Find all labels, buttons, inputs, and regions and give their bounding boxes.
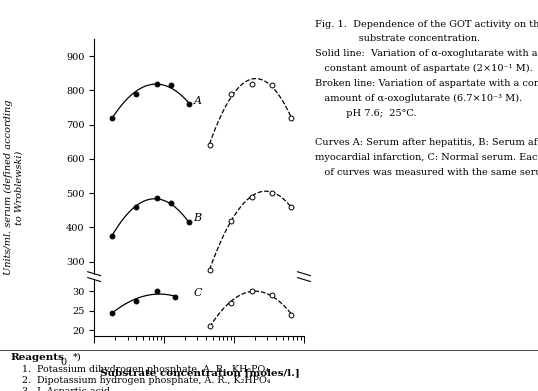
Text: *): *): [73, 353, 81, 362]
Text: Units/ml. serum (defined according
to Wroblewski): Units/ml. serum (defined according to Wr…: [4, 100, 23, 275]
Text: 0: 0: [61, 358, 67, 367]
Text: 3.  L-Aspartic acid: 3. L-Aspartic acid: [22, 387, 110, 391]
Text: of curves was measured with the same serum.: of curves was measured with the same ser…: [315, 168, 538, 177]
Text: 1.  Potassium dihydrogen phosphate, A. R., KH₂PO₄: 1. Potassium dihydrogen phosphate, A. R.…: [22, 365, 268, 374]
Text: 2.  Dipotassium hydrogen phosphate, A. R., K₂HPO₄: 2. Dipotassium hydrogen phosphate, A. R.…: [22, 376, 270, 385]
Text: Fig. 1.  Dependence of the GOT activity on the: Fig. 1. Dependence of the GOT activity o…: [315, 20, 538, 29]
Text: Curves A: Serum after hepatitis, B: Serum after: Curves A: Serum after hepatitis, B: Seru…: [315, 138, 538, 147]
Text: Broken line: Variation of aspartate with a constant: Broken line: Variation of aspartate with…: [315, 79, 538, 88]
Text: myocardial infarction, C: Normal serum. Each pair: myocardial infarction, C: Normal serum. …: [315, 153, 538, 162]
Text: constant amount of aspartate (2×10⁻¹ M).: constant amount of aspartate (2×10⁻¹ M).: [315, 64, 533, 73]
Text: Solid line:  Variation of α-oxoglutarate with a: Solid line: Variation of α-oxoglutarate …: [315, 49, 537, 58]
Text: C: C: [194, 288, 202, 298]
Text: Substrate concentration [moles/l.]: Substrate concentration [moles/l.]: [100, 368, 300, 377]
Text: B: B: [194, 213, 202, 222]
Text: substrate concentration.: substrate concentration.: [315, 34, 480, 43]
Text: Reagents: Reagents: [11, 353, 65, 362]
Text: A: A: [194, 96, 201, 106]
Text: amount of α-oxoglutarate (6.7×10⁻³ M).: amount of α-oxoglutarate (6.7×10⁻³ M).: [315, 94, 522, 103]
Text: pH 7.6;  25°C.: pH 7.6; 25°C.: [315, 109, 416, 118]
